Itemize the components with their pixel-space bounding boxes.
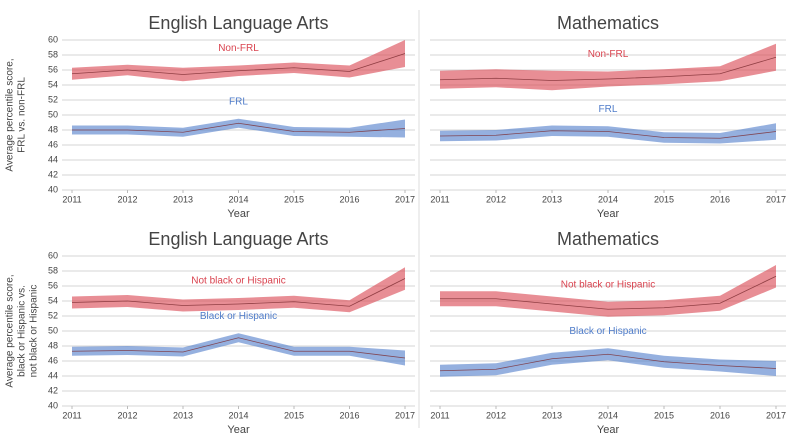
y-tick-label: 56 <box>48 280 58 290</box>
y-tick-label: 40 <box>48 184 58 194</box>
x-tick-label: 2014 <box>228 410 248 420</box>
confidence-band <box>440 265 776 317</box>
y-tick-label: 54 <box>48 79 58 89</box>
y-tick-label: 60 <box>48 250 58 260</box>
confidence-band <box>72 118 405 138</box>
y-tick-label: 60 <box>48 34 58 44</box>
confidence-band <box>72 333 405 366</box>
x-tick-label: 2017 <box>766 194 786 204</box>
y-tick-label: 48 <box>48 124 58 134</box>
x-tick-label: 2014 <box>598 194 618 204</box>
series-label: Non-FRL <box>218 43 259 54</box>
panel-title: Mathematics <box>557 13 659 33</box>
y-axis-label: Average percentile score, <box>5 58 16 171</box>
series-label: Not black or Hispanic <box>191 276 285 287</box>
line <box>71 53 406 75</box>
y-axis-label: not black or Hispanic <box>29 285 40 378</box>
line <box>71 337 406 359</box>
x-tick-label: 2011 <box>62 410 81 420</box>
y-tick-label: 44 <box>48 154 58 164</box>
y-tick-label: 44 <box>48 370 58 380</box>
panel-title: English Language Arts <box>148 13 328 33</box>
x-axis-label: Year <box>227 208 250 220</box>
y-axis-label: FRL vs. non-FRL <box>17 77 28 153</box>
x-tick-label: 2016 <box>339 410 359 420</box>
x-tick-label: 2011 <box>430 410 449 420</box>
x-tick-label: 2013 <box>542 410 562 420</box>
x-tick-label: 2017 <box>766 410 786 420</box>
x-tick-label: 2011 <box>430 194 449 204</box>
y-axis-label: black or Hispanic vs. <box>17 285 28 377</box>
panel-title: English Language Arts <box>148 229 328 249</box>
confidence-band <box>72 40 405 82</box>
x-axis-label: Year <box>597 424 620 436</box>
line <box>439 56 777 81</box>
y-tick-label: 40 <box>48 400 58 410</box>
x-tick-label: 2012 <box>117 194 137 204</box>
line <box>71 278 406 307</box>
line <box>439 353 777 372</box>
confidence-band <box>440 43 776 91</box>
line <box>440 275 777 310</box>
y-tick-label: 58 <box>48 265 58 275</box>
x-tick-label: 2016 <box>339 194 359 204</box>
series-label: Not black or Hispanic <box>561 279 655 290</box>
x-tick-label: 2014 <box>228 194 248 204</box>
x-tick-label: 2012 <box>486 194 506 204</box>
y-tick-label: 56 <box>48 64 58 74</box>
y-tick-label: 54 <box>48 295 58 305</box>
y-tick-label: 50 <box>48 109 58 119</box>
y-tick-label: 52 <box>48 94 58 104</box>
y-tick-label: 58 <box>48 49 58 59</box>
x-tick-label: 2016 <box>710 194 730 204</box>
y-tick-label: 42 <box>48 385 58 395</box>
x-tick-label: 2017 <box>395 194 415 204</box>
y-tick-label: 46 <box>48 355 58 365</box>
x-tick-label: 2012 <box>486 410 506 420</box>
x-tick-label: 2012 <box>117 410 137 420</box>
y-axis-label: Average percentile score, <box>5 274 16 387</box>
x-tick-label: 2017 <box>395 410 415 420</box>
x-tick-label: 2011 <box>62 194 81 204</box>
panel-title: Mathematics <box>557 229 659 249</box>
x-tick-label: 2013 <box>173 194 193 204</box>
x-tick-label: 2014 <box>598 410 618 420</box>
x-tick-label: 2015 <box>654 410 674 420</box>
series-label: FRL <box>599 104 618 115</box>
x-tick-label: 2013 <box>173 410 193 420</box>
y-tick-label: 50 <box>48 325 58 335</box>
confidence-band <box>440 348 776 377</box>
x-tick-label: 2015 <box>284 194 304 204</box>
line <box>439 130 777 139</box>
x-tick-label: 2016 <box>710 410 730 420</box>
y-tick-label: 48 <box>48 340 58 350</box>
x-tick-label: 2015 <box>654 194 674 204</box>
series-label: Black or Hispanic <box>200 311 277 322</box>
confidence-band <box>72 267 405 313</box>
x-tick-label: 2015 <box>284 410 304 420</box>
y-tick-label: 46 <box>48 139 58 149</box>
series-label: Non-FRL <box>588 49 629 60</box>
series-label: FRL <box>229 96 248 107</box>
x-tick-label: 2013 <box>542 194 562 204</box>
series-label: Black or Hispanic <box>569 326 646 337</box>
x-axis-label: Year <box>597 208 620 220</box>
y-tick-label: 42 <box>48 169 58 179</box>
confidence-band <box>440 123 776 144</box>
line <box>72 122 406 133</box>
y-tick-label: 52 <box>48 310 58 320</box>
x-axis-label: Year <box>227 424 250 436</box>
